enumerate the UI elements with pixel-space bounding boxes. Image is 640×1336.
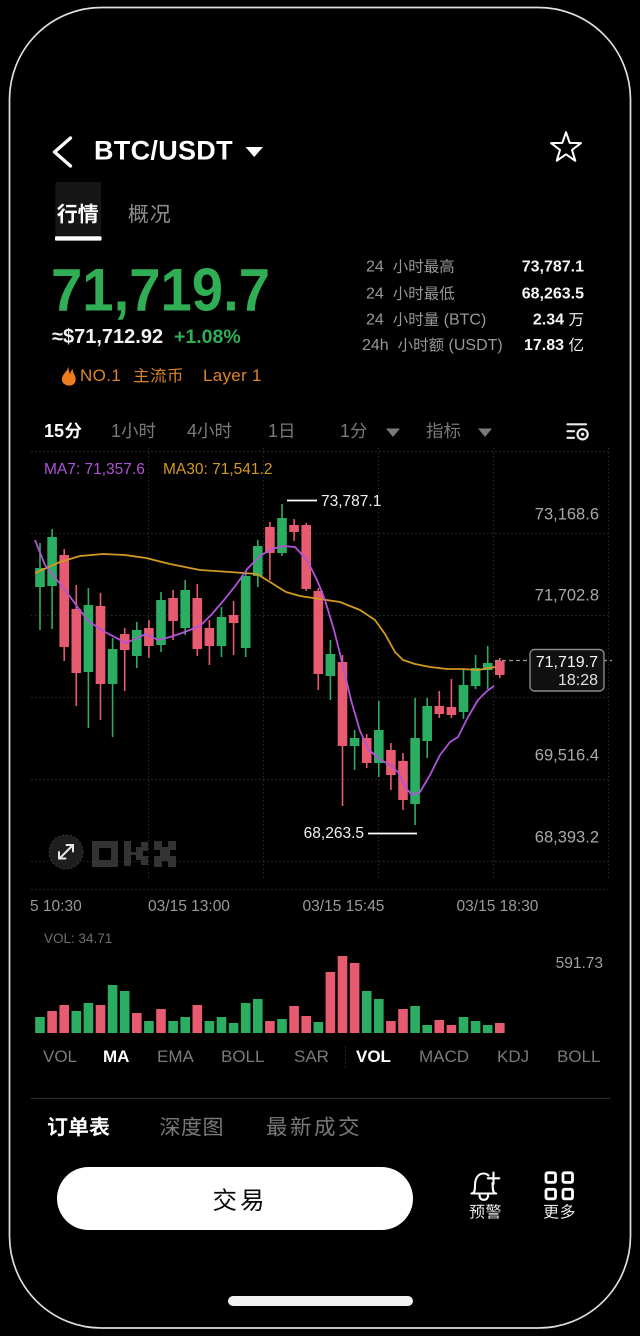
svg-text:03/15 18:30: 03/15 18:30 [457, 898, 539, 915]
svg-text:1: 1 [111, 421, 121, 441]
svg-text:(USDT): (USDT) [444, 337, 503, 354]
svg-text:Layer 1: Layer 1 [203, 366, 262, 385]
svg-text:71,719.7: 71,719.7 [51, 257, 270, 324]
svg-text:SAR: SAR [294, 1047, 329, 1066]
svg-text:18:28: 18:28 [558, 672, 598, 689]
svg-text:MA: MA [103, 1047, 129, 1066]
svg-text:BOLL: BOLL [221, 1047, 264, 1066]
svg-text:15: 15 [44, 421, 64, 441]
svg-text:03/15 13:00: 03/15 13:00 [148, 898, 230, 915]
svg-text:5 10:30: 5 10:30 [30, 898, 82, 915]
svg-text:VOL: VOL [43, 1047, 77, 1066]
svg-text:≈$71,712.92: ≈$71,712.92 [52, 326, 163, 348]
svg-text:1: 1 [340, 421, 350, 441]
svg-text:24: 24 [366, 259, 388, 276]
svg-text:1: 1 [268, 421, 278, 441]
svg-text:24: 24 [366, 312, 388, 329]
svg-text:MA30: 71,541.2: MA30: 71,541.2 [163, 461, 272, 478]
svg-text:BTC/USDT: BTC/USDT [94, 136, 233, 166]
svg-text:MACD: MACD [419, 1047, 469, 1066]
svg-text:BOLL: BOLL [557, 1047, 600, 1066]
svg-text:68,393.2: 68,393.2 [535, 829, 599, 847]
svg-text:EMA: EMA [157, 1047, 195, 1066]
svg-text:73,168.6: 73,168.6 [535, 506, 599, 524]
svg-text:2.34: 2.34 [533, 312, 564, 329]
svg-text:73,787.1: 73,787.1 [522, 259, 584, 276]
svg-text:4: 4 [187, 421, 197, 441]
svg-text:VOL: 34.71: VOL: 34.71 [44, 931, 112, 946]
svg-text:24h: 24h [362, 337, 393, 354]
svg-text:VOL: VOL [356, 1047, 391, 1066]
svg-text:71,719.7: 71,719.7 [536, 654, 598, 671]
svg-text:(BTC): (BTC) [439, 312, 486, 329]
svg-text:03/15 15:45: 03/15 15:45 [303, 898, 385, 915]
svg-text:24: 24 [366, 286, 388, 303]
svg-text:69,516.4: 69,516.4 [535, 747, 599, 765]
svg-text:+1.08%: +1.08% [174, 326, 241, 348]
svg-text:68,263.5: 68,263.5 [304, 825, 364, 842]
svg-text:68,263.5: 68,263.5 [522, 286, 584, 303]
svg-text:17.83: 17.83 [524, 337, 564, 354]
svg-text:591.73: 591.73 [556, 955, 603, 972]
svg-text:71,702.8: 71,702.8 [535, 587, 599, 605]
svg-text:NO.1: NO.1 [80, 366, 121, 385]
svg-text:MA7: 71,357.6: MA7: 71,357.6 [44, 461, 145, 478]
svg-text:73,787.1: 73,787.1 [321, 493, 381, 510]
svg-text:KDJ: KDJ [497, 1047, 529, 1066]
